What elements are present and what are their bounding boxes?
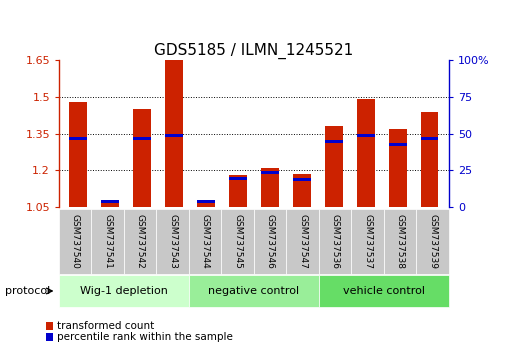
Bar [325, 126, 343, 207]
Text: GSM737541: GSM737541 [103, 214, 112, 269]
Bar [229, 177, 247, 180]
Title: GDS5185 / ILMN_1245521: GDS5185 / ILMN_1245521 [154, 42, 353, 59]
Text: GSM737537: GSM737537 [363, 214, 372, 269]
Bar [325, 141, 343, 143]
Text: negative control: negative control [208, 286, 300, 296]
Bar [69, 137, 87, 140]
Bar [389, 143, 406, 146]
Text: GSM737543: GSM737543 [168, 214, 177, 269]
Bar [165, 59, 183, 207]
Bar [261, 171, 279, 174]
Bar [293, 178, 311, 181]
Text: percentile rank within the sample: percentile rank within the sample [57, 332, 233, 342]
Text: protocol: protocol [5, 286, 50, 296]
Text: GSM737547: GSM737547 [298, 214, 307, 269]
Text: GSM737539: GSM737539 [428, 214, 437, 269]
Text: GSM737538: GSM737538 [396, 214, 405, 269]
Bar [357, 135, 374, 137]
Bar [133, 109, 151, 207]
Bar [229, 175, 247, 207]
Text: GSM737542: GSM737542 [136, 214, 145, 269]
Bar [421, 112, 439, 207]
Text: GSM737544: GSM737544 [201, 214, 210, 269]
Bar [261, 168, 279, 207]
Bar [197, 202, 215, 207]
Bar [197, 200, 215, 204]
Bar [102, 200, 119, 204]
Text: transformed count: transformed count [57, 321, 154, 331]
Bar [421, 137, 439, 140]
Bar [357, 99, 374, 207]
Bar [165, 135, 183, 137]
Text: GSM737536: GSM737536 [331, 214, 340, 269]
Bar [69, 102, 87, 207]
Text: GSM737545: GSM737545 [233, 214, 242, 269]
Text: GSM737546: GSM737546 [266, 214, 274, 269]
Bar [389, 129, 406, 207]
Bar [102, 202, 119, 207]
Bar [133, 137, 151, 140]
Bar [293, 174, 311, 207]
Text: Wig-1 depletion: Wig-1 depletion [80, 286, 168, 296]
Text: GSM737540: GSM737540 [71, 214, 80, 269]
Text: vehicle control: vehicle control [343, 286, 425, 296]
